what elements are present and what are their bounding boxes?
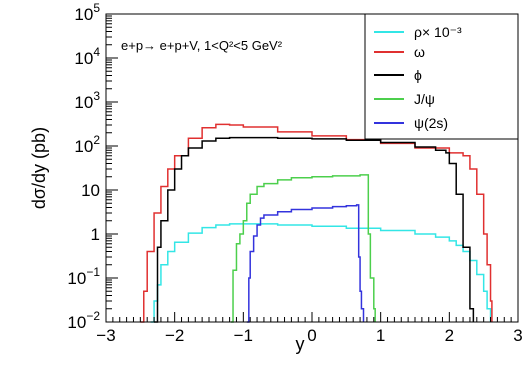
legend-label-4: J/ψ <box>414 91 435 107</box>
series-line-1 <box>150 223 492 323</box>
x-tick-label: 2 <box>445 326 454 345</box>
y-tick-label: 103 <box>74 89 100 112</box>
x-axis-title: y <box>296 334 305 354</box>
series-line-3 <box>154 136 475 323</box>
y-tick-label: 102 <box>74 133 100 156</box>
y-tick-label: 10 <box>81 181 100 200</box>
legend-label-2: ω <box>414 44 425 60</box>
series-line-5 <box>246 204 365 323</box>
x-tick-label: −3 <box>96 326 115 345</box>
ticks-layer <box>105 13 519 323</box>
annotation-text: e+p→ e+p+V, 1<Q²<5 GeV² <box>121 38 283 53</box>
x-tick-label: −2 <box>165 326 184 345</box>
y-tick-label: 10−1 <box>67 265 100 288</box>
y-tick-label: 104 <box>74 45 100 68</box>
series-line-4 <box>230 174 376 323</box>
legend-label-1: ρ× 10⁻³ <box>414 24 462 40</box>
series-line-2 <box>140 123 493 323</box>
x-tick-label: −1 <box>234 326 253 345</box>
series-layer <box>140 123 493 323</box>
y-tick-label: 10−2 <box>67 309 100 332</box>
legend-entries: ρ× 10⁻³ ωϕ J/ψ ψ(2s) <box>374 24 462 131</box>
x-tick-label: 0 <box>307 326 316 345</box>
y-tick-label: 105 <box>74 1 100 24</box>
x-tick-label: 1 <box>376 326 385 345</box>
y-tick-label: 1 <box>91 225 100 244</box>
legend-box <box>364 13 519 140</box>
tick-labels-layer: −3 −2 −1 0 1 2 3 10−2 10−1 1 10 102 103 104 105 <box>67 1 522 345</box>
x-tick-label: 3 <box>513 326 522 345</box>
legend: ρ× 10⁻³ ωϕ J/ψ ψ(2s) <box>364 13 519 140</box>
y-axis-title: dσ/dy (pb) <box>29 127 49 209</box>
legend-label-3: ϕ <box>414 67 422 83</box>
legend-label-5: ψ(2s) <box>414 115 448 131</box>
